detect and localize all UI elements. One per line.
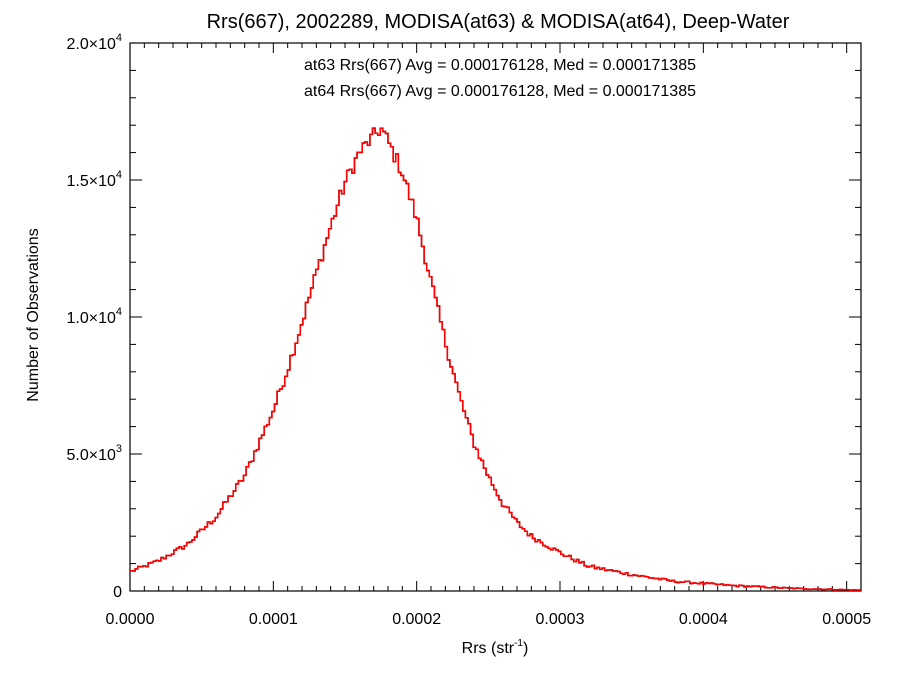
x-tick-label-4: 0.0004 [679,611,728,628]
series-line-0 [130,127,861,591]
y-tick-label-4: 2.0×104 [66,32,122,53]
y-tick-label-2: 1.0×104 [66,306,122,327]
x-tick-label-1: 0.0001 [249,611,298,628]
series-group [130,127,861,592]
y-axis-ticks: 0 5.0×103 1.0×104 1.5×104 2.0×104 [66,32,861,601]
x-tick-label-5: 0.0005 [822,611,871,628]
y-tick-label-3: 1.5×104 [66,169,122,190]
x-axis-label-sup: -1 [514,638,523,649]
x-axis-label-main: Rrs (str [462,640,515,657]
x-axis-ticks: 0.0000 0.0001 0.0002 0.0003 0.0004 0.0005 [106,43,871,628]
y-axis-label: Number of Observations [25,228,42,401]
x-tick-label-0: 0.0000 [106,611,155,628]
annotation-at64: at64 Rrs(667) Avg = 0.000176128, Med = 0… [304,83,696,100]
series-line-1 [130,127,861,592]
y-tick-label-0: 0 [113,584,122,601]
y-tick-label-1: 5.0×103 [66,443,122,464]
x-axis-label-end: ) [523,640,528,657]
chart-title: Rrs(667), 2002289, MODISA(at63) & MODISA… [207,11,790,33]
annotation-at63: at63 Rrs(667) Avg = 0.000176128, Med = 0… [304,57,696,74]
x-axis-label: Rrs (str-1) [462,638,529,657]
x-tick-label-3: 0.0003 [536,611,585,628]
x-tick-label-2: 0.0002 [392,611,441,628]
plot-frame [129,42,862,592]
